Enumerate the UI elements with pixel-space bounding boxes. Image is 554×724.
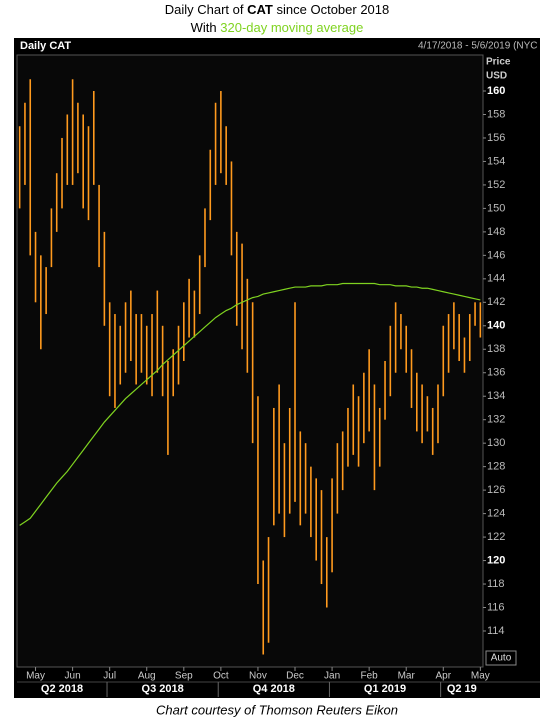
y-axis-label: Price xyxy=(486,57,511,68)
quarter-label: Q1 2019 xyxy=(364,683,406,695)
x-tick-label: Aug xyxy=(138,671,156,682)
subtitle-part: With xyxy=(191,20,217,35)
y-tick-label: 116 xyxy=(487,601,505,613)
title-part: Daily Chart of xyxy=(165,2,244,17)
auto-button-label[interactable]: Auto xyxy=(491,653,512,664)
y-tick-label: 114 xyxy=(487,625,505,637)
title-part: since October 2018 xyxy=(277,2,390,17)
title-part: CAT xyxy=(247,2,273,17)
y-tick-label: 152 xyxy=(487,179,505,191)
y-tick-label: 150 xyxy=(487,202,505,214)
quarter-label: Q2 19 xyxy=(447,683,477,695)
auto-button[interactable] xyxy=(485,650,517,666)
y-tick-label: 144 xyxy=(487,273,505,285)
x-tick-label: Feb xyxy=(361,671,379,682)
x-tick-label: Jul xyxy=(103,671,116,682)
y-tick-label: 118 xyxy=(487,578,505,590)
quarter-label: Q4 2018 xyxy=(253,683,295,695)
date-range: 4/17/2018 - 5/6/2019 (NYC xyxy=(418,41,538,52)
y-tick-label: 132 xyxy=(487,414,505,426)
y-tick-label: 134 xyxy=(487,390,505,402)
x-tick-label: Mar xyxy=(398,671,416,682)
x-tick-label: Apr xyxy=(436,671,452,682)
x-tick-label: Nov xyxy=(249,671,267,682)
x-tick-label: Jun xyxy=(65,671,81,682)
y-tick-label: 160 xyxy=(487,85,505,97)
y-tick-label: 142 xyxy=(487,296,505,308)
y-tick-label: 120 xyxy=(487,554,505,566)
y-tick-label: 156 xyxy=(487,132,505,144)
x-tick-label: Jan xyxy=(324,671,340,682)
y-tick-label: 140 xyxy=(487,320,505,332)
y-tick-label: 122 xyxy=(487,531,505,543)
y-tick-label: 128 xyxy=(487,461,505,473)
y-tick-label: 126 xyxy=(487,484,505,496)
quarter-label: Q2 2018 xyxy=(41,683,83,695)
chart-title: Daily Chart of CAT since October 2018 xyxy=(165,2,390,17)
footer: Chart courtesy of Thomson Reuters Eikon xyxy=(156,702,398,717)
chart-subtitle: With 320-day moving average xyxy=(191,20,364,35)
plot-area xyxy=(16,54,484,668)
x-tick-label: Oct xyxy=(213,671,229,682)
y-tick-label: 148 xyxy=(487,226,505,238)
y-tick-label: 130 xyxy=(487,437,505,449)
quarter-label: Q3 2018 xyxy=(142,683,184,695)
y-tick-label: 158 xyxy=(487,108,505,120)
x-tick-label: Sep xyxy=(175,671,193,682)
x-tick-label: May xyxy=(471,671,490,682)
y-axis-label: USD xyxy=(486,71,507,82)
moving-average xyxy=(19,282,481,526)
x-tick-label: Dec xyxy=(286,671,304,682)
y-tick-label: 146 xyxy=(487,249,505,261)
panel-title: Daily CAT xyxy=(20,40,71,52)
y-tick-label: 138 xyxy=(487,343,505,355)
subtitle-series: 320-day moving average xyxy=(220,20,363,35)
y-tick-label: 124 xyxy=(487,508,505,520)
y-tick-label: 154 xyxy=(487,155,505,167)
x-tick-label: May xyxy=(26,671,45,682)
y-tick-label: 136 xyxy=(487,367,505,379)
